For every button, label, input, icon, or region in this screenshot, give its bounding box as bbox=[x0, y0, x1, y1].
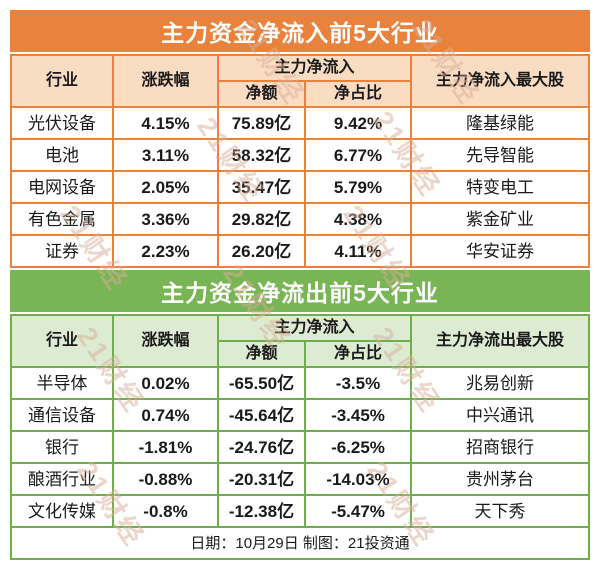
cell-net-ratio: -6.25% bbox=[306, 432, 410, 462]
cell-industry: 电网设备 bbox=[12, 172, 112, 202]
col-header-top-inflow-stock: 主力净流入最大股 bbox=[412, 56, 588, 106]
cell-change: -1.81% bbox=[114, 432, 217, 462]
col-header-change: 涨跌幅 bbox=[114, 316, 217, 366]
cell-industry: 半导体 bbox=[12, 368, 112, 398]
cell-top-stock: 紫金矿业 bbox=[412, 204, 588, 234]
cell-net-amount: -45.64亿 bbox=[219, 400, 304, 430]
outflow-table: 主力资金净流出前5大行业 行业 涨跌幅 主力净流入 主力净流出最大股 净额 净占… bbox=[10, 270, 590, 560]
cell-net-amount: 29.82亿 bbox=[219, 204, 304, 234]
inflow-table-title: 主力资金净流入前5大行业 bbox=[10, 10, 590, 52]
cell-top-stock: 华安证券 bbox=[412, 236, 588, 266]
col-header-main-net-inflow: 主力净流入 bbox=[219, 56, 410, 80]
cell-change: 0.74% bbox=[114, 400, 217, 430]
cell-net-ratio: 4.38% bbox=[306, 204, 410, 234]
cell-industry: 光伏设备 bbox=[12, 108, 112, 138]
cell-top-stock: 天下秀 bbox=[412, 496, 588, 526]
footer-caption: 日期：10月29日 制图：21投资通 bbox=[12, 528, 588, 558]
cell-net-ratio: -3.5% bbox=[306, 368, 410, 398]
cell-industry: 电池 bbox=[12, 140, 112, 170]
cell-net-amount: 58.32亿 bbox=[219, 140, 304, 170]
cell-net-ratio: 5.79% bbox=[306, 172, 410, 202]
col-header-industry: 行业 bbox=[12, 56, 112, 106]
cell-industry: 通信设备 bbox=[12, 400, 112, 430]
cell-industry: 酿酒行业 bbox=[12, 464, 112, 494]
cell-top-stock: 隆基绿能 bbox=[412, 108, 588, 138]
inflow-table-grid: 行业 涨跌幅 主力净流入 主力净流入最大股 净额 净占比 光伏设备 4.15% … bbox=[10, 54, 590, 268]
cell-industry: 有色金属 bbox=[12, 204, 112, 234]
cell-industry: 文化传媒 bbox=[12, 496, 112, 526]
inflow-table: 主力资金净流入前5大行业 行业 涨跌幅 主力净流入 主力净流入最大股 净额 净占… bbox=[10, 10, 590, 268]
cell-net-amount: -12.38亿 bbox=[219, 496, 304, 526]
cell-top-stock: 兆易创新 bbox=[412, 368, 588, 398]
cell-change: -0.88% bbox=[114, 464, 217, 494]
cell-top-stock: 贵州茅台 bbox=[412, 464, 588, 494]
cell-net-amount: -65.50亿 bbox=[219, 368, 304, 398]
col-header-industry: 行业 bbox=[12, 316, 112, 366]
col-header-net-amount: 净额 bbox=[219, 342, 304, 366]
cell-top-stock: 招商银行 bbox=[412, 432, 588, 462]
col-header-net-amount: 净额 bbox=[219, 82, 304, 106]
cell-change: -0.8% bbox=[114, 496, 217, 526]
cell-change: 4.15% bbox=[114, 108, 217, 138]
cell-net-amount: 75.89亿 bbox=[219, 108, 304, 138]
cell-net-ratio: 9.42% bbox=[306, 108, 410, 138]
cell-change: 2.23% bbox=[114, 236, 217, 266]
cell-net-ratio: 6.77% bbox=[306, 140, 410, 170]
cell-top-stock: 特变电工 bbox=[412, 172, 588, 202]
col-header-net-ratio: 净占比 bbox=[306, 82, 410, 106]
col-header-top-outflow-stock: 主力净流出最大股 bbox=[412, 316, 588, 366]
cell-net-ratio: -5.47% bbox=[306, 496, 410, 526]
cell-net-ratio: -3.45% bbox=[306, 400, 410, 430]
cell-change: 3.36% bbox=[114, 204, 217, 234]
outflow-table-title: 主力资金净流出前5大行业 bbox=[10, 270, 590, 312]
outflow-table-grid: 行业 涨跌幅 主力净流入 主力净流出最大股 净额 净占比 半导体 0.02% -… bbox=[10, 314, 590, 560]
cell-net-amount: -24.76亿 bbox=[219, 432, 304, 462]
cell-change: 2.05% bbox=[114, 172, 217, 202]
cell-net-ratio: 4.11% bbox=[306, 236, 410, 266]
cell-net-amount: 35.47亿 bbox=[219, 172, 304, 202]
cell-net-ratio: -14.03% bbox=[306, 464, 410, 494]
cell-change: 3.11% bbox=[114, 140, 217, 170]
cell-top-stock: 先导智能 bbox=[412, 140, 588, 170]
col-header-change: 涨跌幅 bbox=[114, 56, 217, 106]
cell-change: 0.02% bbox=[114, 368, 217, 398]
cell-top-stock: 中兴通讯 bbox=[412, 400, 588, 430]
col-header-main-net-inflow: 主力净流入 bbox=[219, 316, 410, 340]
cell-net-amount: -20.31亿 bbox=[219, 464, 304, 494]
cell-industry: 证券 bbox=[12, 236, 112, 266]
capital-flow-infographic: 主力资金净流入前5大行业 行业 涨跌幅 主力净流入 主力净流入最大股 净额 净占… bbox=[10, 10, 590, 560]
cell-net-amount: 26.20亿 bbox=[219, 236, 304, 266]
cell-industry: 银行 bbox=[12, 432, 112, 462]
col-header-net-ratio: 净占比 bbox=[306, 342, 410, 366]
